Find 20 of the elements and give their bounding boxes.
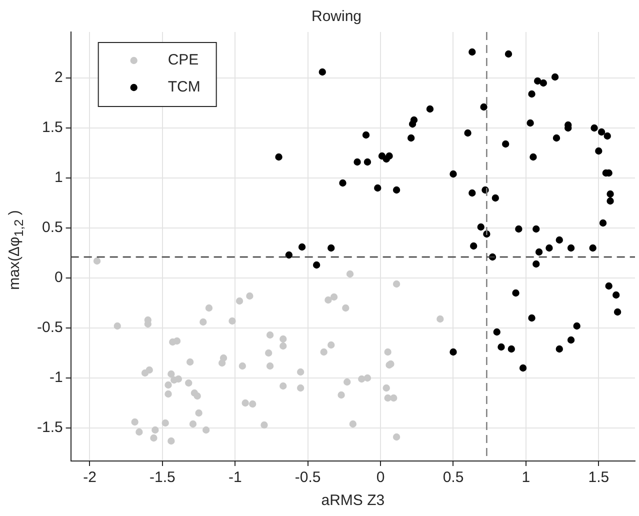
y-tick-label: 1	[54, 169, 63, 186]
y-tick-label: 0.5	[42, 219, 63, 236]
y-tick-label: 2	[54, 69, 63, 86]
y-tick-label: -1.5	[36, 419, 63, 436]
x-tick-label: -1.5	[150, 469, 176, 486]
legend-label: TCM	[168, 78, 200, 96]
x-tick-label: 0.5	[442, 469, 464, 486]
x-tick-label: 1	[522, 469, 530, 486]
y-tick-label: -1	[50, 369, 63, 386]
x-axis-title: aRMS Z3	[321, 492, 385, 510]
x-tick-label: -1	[228, 469, 242, 486]
x-tick-label: -0.5	[294, 469, 321, 486]
x-tick-label: -2	[83, 469, 96, 486]
legend-label: CPE	[168, 52, 199, 69]
chart-title: Rowing	[311, 8, 362, 26]
x-tick-label: 1.5	[588, 469, 610, 486]
y-tick-label: 1.5	[42, 119, 63, 136]
x-tick-label: 0	[376, 469, 385, 486]
y-tick-label: 0	[54, 269, 63, 286]
y-tick-label: -0.5	[36, 319, 63, 336]
